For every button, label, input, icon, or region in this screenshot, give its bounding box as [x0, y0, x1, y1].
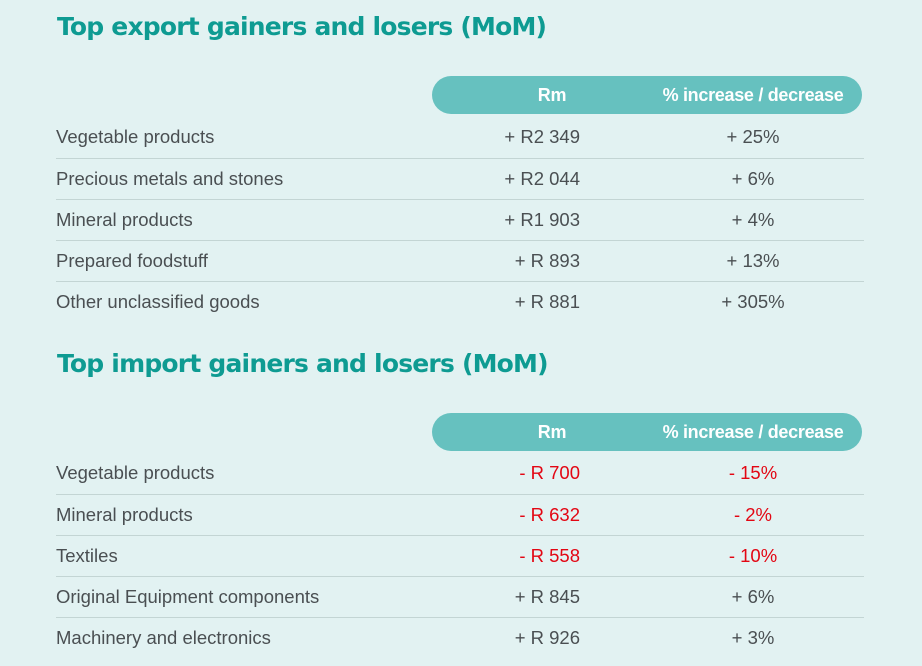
row-rm-value: + R 926 — [514, 627, 580, 648]
row-rm-value: + R2 044 — [504, 168, 580, 189]
row-pct-value: + 25% — [726, 126, 780, 147]
row-pct-value: + 6% — [731, 586, 775, 607]
row-rm-value: - R 558 — [519, 545, 580, 566]
row-label: Original Equipment components — [56, 586, 320, 607]
row-pct-value: - 2% — [733, 504, 773, 525]
row-rm-value: - R 700 — [519, 462, 580, 483]
table-row: Machinery and electronics + R 926 + 3% — [56, 617, 864, 658]
row-label: Textiles — [56, 545, 118, 566]
row-label: Vegetable products — [56, 126, 215, 147]
row-pct-value: + 305% — [721, 291, 785, 312]
table-row: Original Equipment components + R 845 + … — [56, 576, 864, 617]
row-rm-value: + R 893 — [514, 250, 580, 271]
table-row: Vegetable products - R 700 - 15% — [56, 453, 864, 494]
table-row: Textiles - R 558 - 10% — [56, 535, 864, 576]
row-pct-value: + 6% — [731, 168, 775, 189]
row-pct-value: + 4% — [731, 209, 775, 230]
import-table-body: Vegetable products - R 700 - 15% Mineral… — [56, 453, 864, 658]
row-label: Machinery and electronics — [56, 627, 271, 648]
export-table-body: Vegetable products + R2 349 + 25% Precio… — [56, 117, 864, 322]
row-rm-value: + R 881 — [514, 291, 580, 312]
row-pct-value: - 10% — [728, 545, 778, 566]
row-rm-value: + R2 349 — [504, 126, 580, 147]
row-pct-value: + 3% — [731, 627, 775, 648]
import-table-header: Rm % increase / decrease — [432, 413, 862, 451]
table-row: Precious metals and stones + R2 044 + 6% — [56, 158, 864, 199]
export-table-header: Rm % increase / decrease — [432, 76, 862, 114]
table-row: Other unclassified goods + R 881 + 305% — [56, 281, 864, 322]
export-header-rm: Rm — [537, 85, 567, 105]
row-pct-value: - 15% — [728, 462, 778, 483]
row-label: Precious metals and stones — [56, 168, 284, 189]
row-rm-value: - R 632 — [519, 504, 580, 525]
table-row: Vegetable products + R2 349 + 25% — [56, 117, 864, 158]
row-rm-value: + R 845 — [514, 586, 580, 607]
row-label: Vegetable products — [56, 462, 215, 483]
table-row: Prepared foodstuff + R 893 + 13% — [56, 240, 864, 281]
table-row: Mineral products + R1 903 + 4% — [56, 199, 864, 240]
import-header-pct: % increase / decrease — [662, 422, 844, 442]
table-row: Mineral products - R 632 - 2% — [56, 494, 864, 535]
row-label: Mineral products — [56, 209, 193, 230]
export-header-pct: % increase / decrease — [662, 85, 844, 105]
row-label: Other unclassified goods — [56, 291, 260, 312]
row-pct-value: + 13% — [726, 250, 780, 271]
export-table-title: Top export gainers and losers (MoM) — [57, 12, 547, 41]
row-label: Mineral products — [56, 504, 193, 525]
row-rm-value: + R1 903 — [504, 209, 580, 230]
import-header-rm: Rm — [537, 422, 567, 442]
import-table-title: Top import gainers and losers (MoM) — [57, 349, 549, 378]
row-label: Prepared foodstuff — [56, 250, 208, 271]
